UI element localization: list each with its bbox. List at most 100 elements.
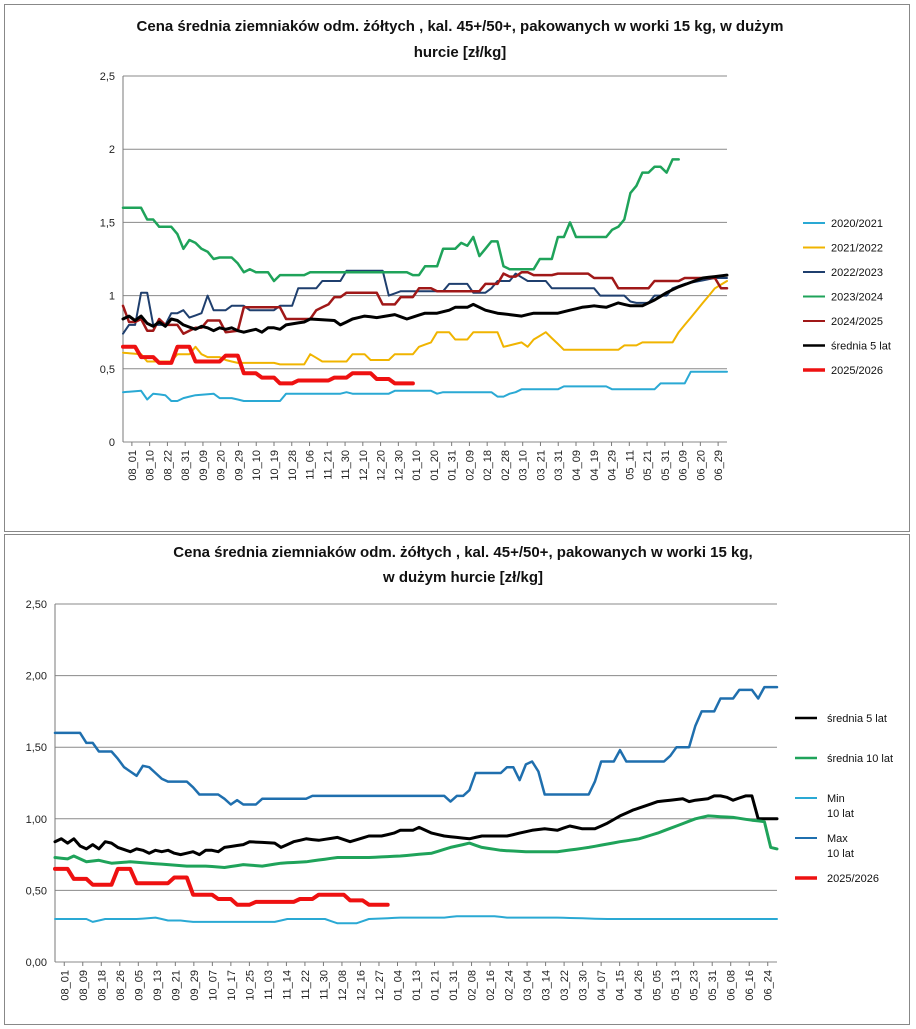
y-tick-label: 0 (109, 437, 115, 449)
series-line-średnia-5-lat (121, 273, 729, 334)
x-tick-label: 03_22 (559, 970, 571, 1001)
x-tick-label: 11_30 (318, 970, 330, 1000)
x-tick-label: 06_09 (678, 450, 690, 481)
x-tick-label: 02_09 (464, 450, 476, 481)
x-tick-label: 09_21 (170, 970, 182, 1001)
x-tick-label: 05_21 (642, 450, 654, 481)
x-tick-label: 09_05 (133, 970, 145, 1001)
x-tick-label: 11_06 (305, 450, 317, 480)
x-tick-label: 03_30 (578, 970, 590, 1001)
x-tick-label: 12_20 (376, 450, 388, 481)
series-line-2023-2024 (121, 158, 680, 283)
series-line-średnia-5-lat (53, 794, 779, 857)
x-tick-label: 04_07 (596, 970, 608, 1001)
chart-title-line: w dużym hurcie [zł/kg] (382, 569, 543, 586)
x-tick-label: 06_16 (744, 970, 756, 1001)
legend-label: 2025/2026 (827, 873, 879, 885)
legend-label: 2020/2021 (831, 218, 883, 230)
x-tick-label: 05_31 (707, 970, 719, 1001)
x-tick-label: 12_10 (358, 450, 370, 481)
x-tick-label: 01_31 (447, 450, 459, 481)
x-tick-label: 12_30 (393, 450, 405, 481)
y-tick-label: 1,50 (26, 742, 47, 754)
x-tick-label: 04_29 (607, 450, 619, 481)
legend-label: 10 lat (827, 848, 854, 860)
price-chart-top: Cena średnia ziemniaków odm. żółtych , k… (100, 18, 891, 481)
price-chart-bottom: Cena średnia ziemniaków odm. żółtych , k… (26, 544, 893, 1001)
legend-label: 2021/2022 (831, 243, 883, 255)
x-tick-label: 05_23 (689, 970, 701, 1001)
x-tick-label: 01_13 (411, 970, 423, 1001)
x-tick-label: 09_13 (152, 970, 164, 1001)
series-line-min-10-lat (54, 915, 778, 925)
x-tick-label: 09_09 (198, 450, 210, 481)
x-tick-label: 02_18 (482, 450, 494, 481)
x-tick-label: 01_31 (448, 970, 460, 1001)
legend-label: średnia 5 lat (831, 341, 891, 353)
y-tick-label: 1,00 (26, 814, 47, 826)
x-tick-label: 11_22 (300, 970, 312, 1000)
chart-title-line: hurcie [zł/kg] (414, 44, 507, 61)
x-tick-label: 05_31 (660, 450, 672, 481)
series-line-max-10-lat (53, 685, 779, 806)
x-tick-label: 03_21 (535, 450, 547, 481)
x-tick-label: 03_04 (522, 970, 534, 1001)
x-tick-label: 08_22 (162, 450, 174, 481)
x-tick-label: 01_21 (430, 970, 442, 1001)
y-tick-label: 0,50 (26, 885, 47, 897)
x-tick-label: 09_29 (189, 970, 201, 1001)
legend-label: 2025/2026 (831, 365, 883, 377)
legend-label: 2023/2024 (831, 292, 883, 304)
x-tick-label: 02_24 (504, 970, 516, 1001)
x-tick-label: 03_10 (518, 450, 530, 481)
x-tick-label: 08_18 (96, 970, 108, 1001)
chart-panel-bottom: Cena średnia ziemniaków odm. żółtych , k… (4, 534, 910, 1025)
y-tick-label: 1,5 (100, 217, 115, 229)
y-tick-label: 1 (109, 291, 115, 303)
series-line-2020-2021 (122, 370, 728, 402)
x-tick-label: 10_28 (287, 450, 299, 481)
x-tick-label: 08_09 (78, 970, 90, 1001)
x-tick-label: 11_30 (340, 450, 352, 480)
legend-label: średnia 10 lat (827, 753, 893, 765)
x-tick-label: 05_05 (652, 970, 664, 1001)
x-tick-label: 08_01 (127, 450, 139, 481)
x-tick-label: 08_26 (115, 970, 127, 1001)
x-tick-label: 12_08 (337, 970, 349, 1001)
x-tick-label: 02_28 (500, 450, 512, 481)
x-tick-label: 06_08 (726, 970, 738, 1001)
x-tick-label: 04_15 (615, 970, 627, 1001)
series-line-2021-2022 (122, 280, 728, 366)
x-tick-label: 01_20 (429, 450, 441, 481)
x-tick-label: 04_09 (571, 450, 583, 481)
x-tick-label: 01_04 (392, 970, 404, 1001)
x-tick-label: 12_16 (355, 970, 367, 1001)
legend-label: 10 lat (827, 808, 854, 820)
x-tick-label: 03_14 (541, 970, 553, 1001)
chart-panel-top: Cena średnia ziemniaków odm. żółtych , k… (4, 4, 910, 532)
series-line-2025-2026 (121, 344, 415, 386)
x-tick-label: 02_08 (467, 970, 479, 1001)
series-line-2022-2023 (122, 269, 728, 335)
x-tick-label: 10_25 (244, 970, 256, 1001)
x-tick-label: 11_03 (263, 970, 275, 1000)
x-tick-label: 04_19 (589, 450, 601, 481)
x-tick-label: 05_13 (670, 970, 682, 1001)
legend-label: 2022/2023 (831, 267, 883, 279)
x-tick-label: 10_19 (269, 450, 281, 481)
legend-label: 2024/2025 (831, 316, 883, 328)
x-tick-label: 06_24 (763, 970, 775, 1001)
x-tick-label: 10_07 (207, 970, 219, 1001)
legend-label: Max (827, 833, 848, 845)
x-tick-label: 06_20 (695, 450, 707, 481)
x-tick-label: 09_20 (216, 450, 228, 481)
series-line-średnia-10-lat (53, 814, 779, 869)
y-tick-label: 2 (109, 144, 115, 156)
x-tick-label: 05_11 (624, 450, 636, 480)
x-tick-label: 04_26 (633, 970, 645, 1001)
x-tick-label: 12_27 (374, 970, 386, 1001)
y-tick-label: 2,50 (26, 599, 47, 611)
x-tick-label: 08_31 (180, 450, 192, 481)
legend-label: średnia 5 lat (827, 713, 887, 725)
x-tick-label: 09_29 (233, 450, 245, 481)
